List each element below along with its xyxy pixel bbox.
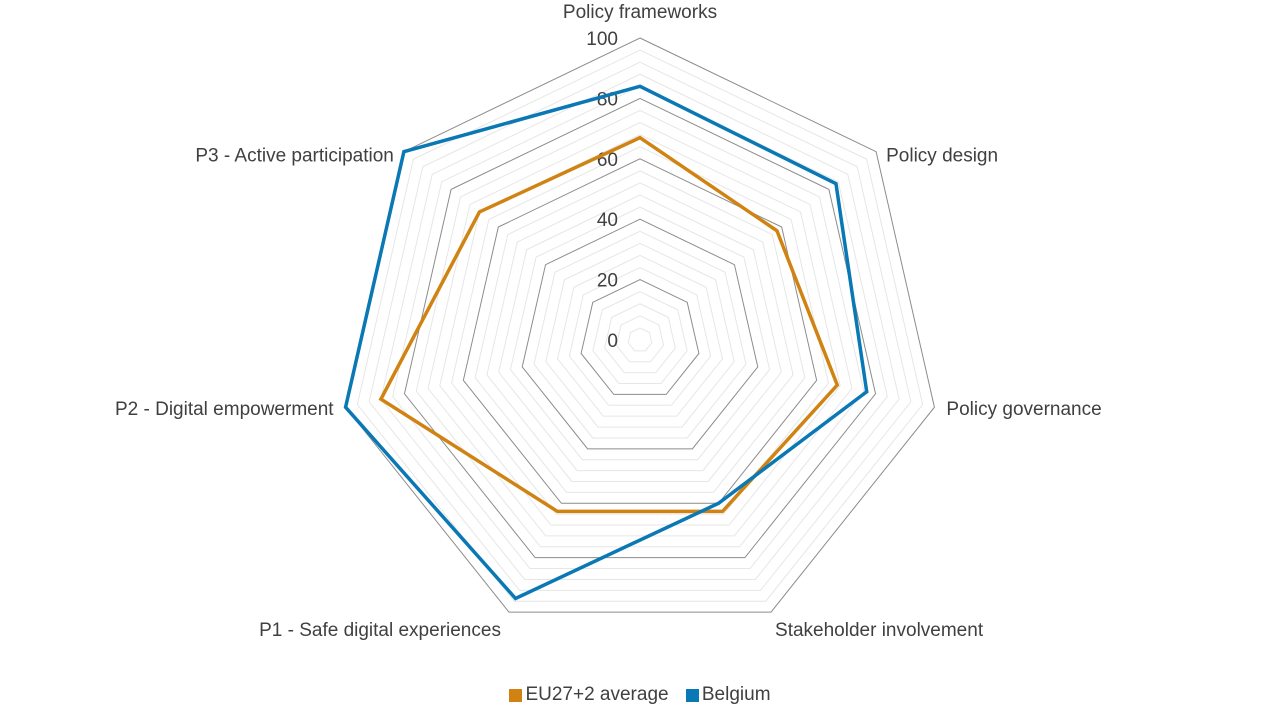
series-line-belgium (343, 84, 869, 601)
axis-label: P1 - Safe digital experiences (259, 620, 501, 641)
axis-labels: Policy frameworks Policy design Policy gov… (115, 2, 1102, 641)
legend-swatch-eu (509, 688, 523, 702)
grid-ring-minor (604, 303, 676, 374)
tick-label: 100 (586, 29, 618, 50)
axis-label: Policy governance (946, 399, 1101, 420)
grid-ring-minor (380, 73, 900, 580)
axis-label: Stakeholder involvement (775, 620, 984, 641)
grid-ring-minor (392, 85, 888, 570)
grid-ring-major (580, 279, 700, 395)
grid-ring-minor (415, 109, 865, 548)
grid-ring-minor (568, 266, 712, 406)
grid-ring-major (462, 158, 818, 504)
series-line-eu-average (378, 135, 840, 514)
series-lines (343, 84, 869, 601)
grid-ring-major (345, 37, 935, 613)
axis-label: P3 - Active participation (195, 146, 394, 167)
axis-label: P2 - Digital empowerment (115, 399, 334, 420)
legend-label-belgium: Belgium (701, 684, 771, 705)
legend: EU27+2 average Belgium (0, 684, 1280, 708)
grid-ring-minor (439, 134, 841, 526)
grid-ring-minor (533, 230, 747, 439)
tick-label: 20 (597, 271, 618, 292)
grid-ring-minor (356, 49, 924, 602)
tick-label: 40 (597, 210, 618, 231)
grid-ring-minor (451, 146, 829, 515)
grid-ring-minor (615, 315, 665, 363)
legend-label-eu: EU27+2 average (525, 684, 669, 705)
grid-ring-minor (474, 170, 806, 493)
legend-item-belgium: Belgium (685, 684, 771, 706)
grid-ring-major (403, 97, 877, 559)
grid-ring-minor (627, 327, 653, 352)
grid-ring-minor (592, 291, 688, 385)
radar-grid (345, 37, 935, 613)
grid-ring-minor (557, 254, 723, 417)
grid-ring-minor (545, 242, 735, 428)
legend-swatch-belgium (685, 688, 699, 702)
grid-ring-minor (498, 194, 782, 472)
tick-label: 0 (607, 331, 618, 352)
axis-label: Policy frameworks (563, 2, 717, 23)
grid-ring-minor (509, 206, 771, 461)
legend-item-eu: EU27+2 average (509, 684, 669, 706)
grid-ring-minor (486, 182, 794, 482)
grid-ring-minor (368, 61, 912, 591)
axis-label: Policy design (886, 146, 998, 167)
grid-ring-minor (427, 122, 853, 537)
grid-ring-major (521, 218, 759, 450)
